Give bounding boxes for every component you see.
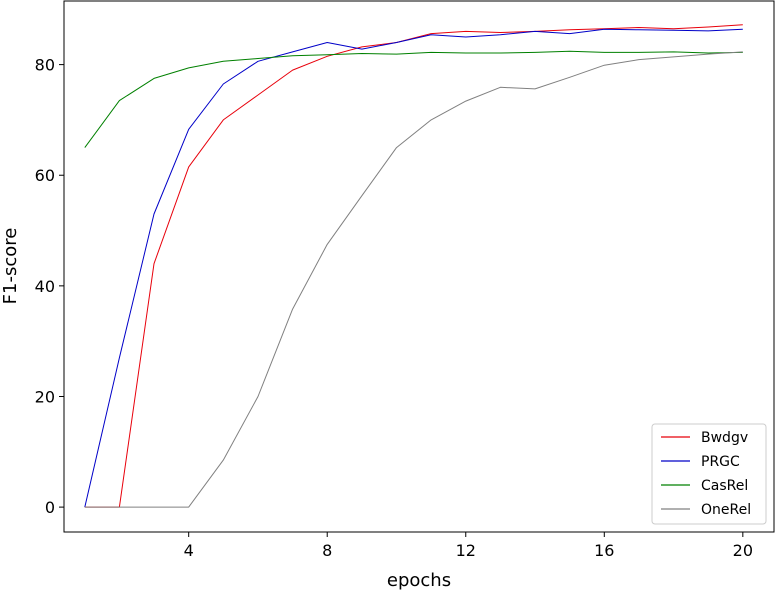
x-tick-label: 12 <box>456 541 476 560</box>
y-tick-label: 40 <box>35 277 55 296</box>
series-layer <box>84 24 743 508</box>
x-tick-label: 16 <box>594 541 614 560</box>
series-line-onerel <box>84 51 743 508</box>
y-tick-label: 60 <box>35 166 55 185</box>
series-line-prgc <box>84 28 743 508</box>
y-axis-ticks: 0 20 40 60 80 <box>35 56 64 517</box>
x-tick-label: 8 <box>322 541 332 560</box>
legend: Bwdgv PRGC CasRel OneRel <box>651 423 767 525</box>
y-tick-label: 80 <box>35 56 55 75</box>
y-axis-title: F1-score <box>0 228 21 305</box>
x-tick-label: 20 <box>733 541 753 560</box>
series-line-casrel <box>84 50 743 148</box>
y-tick-label: 20 <box>35 387 55 406</box>
y-tick-label: 0 <box>45 498 55 517</box>
legend-label-onerel: OneRel <box>701 502 751 518</box>
x-tick-label: 4 <box>184 541 194 560</box>
legend-box <box>651 423 767 525</box>
series-line-bwdgv <box>84 24 743 508</box>
legend-label-bwdgv: Bwdgv <box>701 430 748 446</box>
legend-label-prgc: PRGC <box>701 454 740 470</box>
legend-label-casrel: CasRel <box>701 478 748 494</box>
x-axis-title: epochs <box>387 570 451 591</box>
x-axis-ticks: 4 8 12 16 20 <box>184 532 753 560</box>
